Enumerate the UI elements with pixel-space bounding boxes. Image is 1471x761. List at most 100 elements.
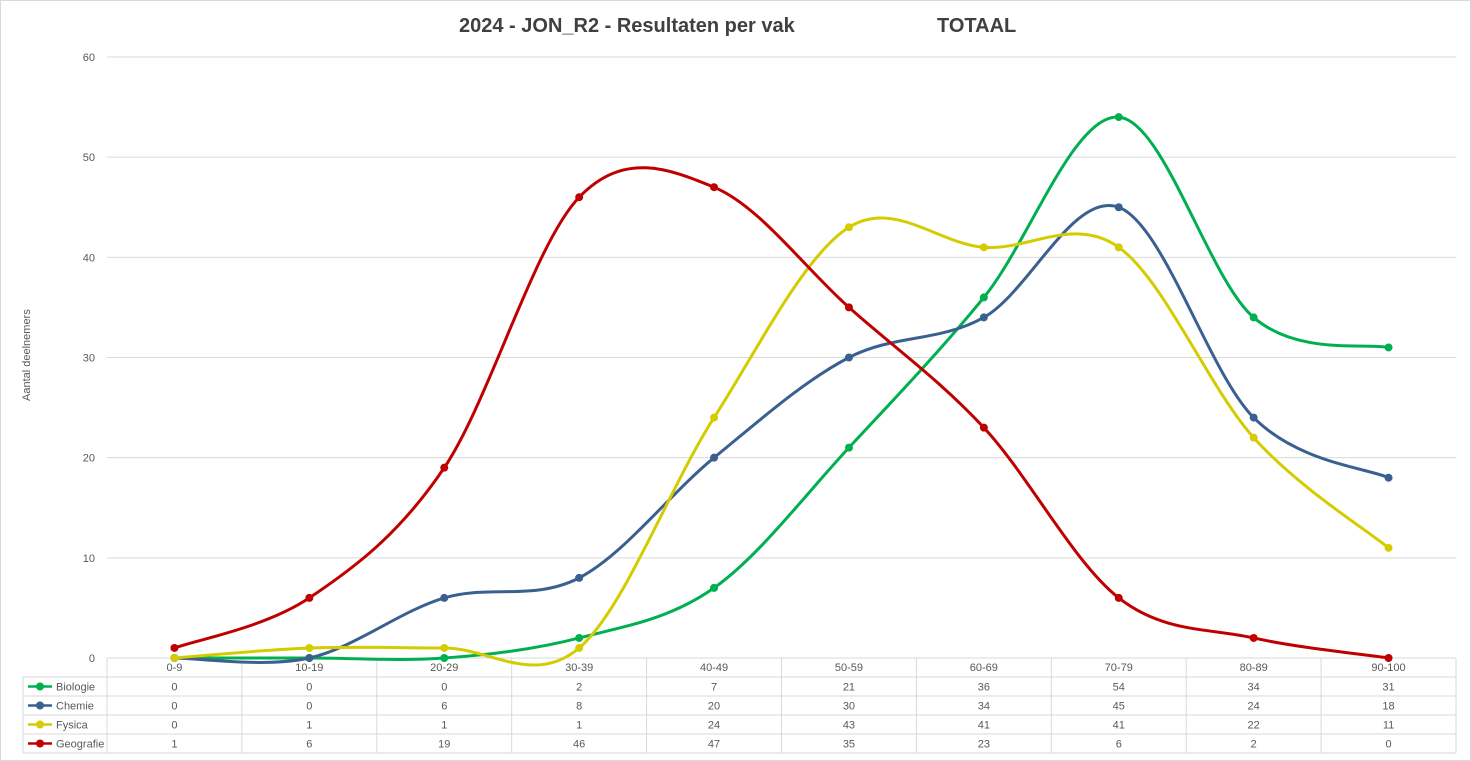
data-point [1249,633,1258,642]
y-tick-label: 10 [83,553,95,565]
data-point [575,573,584,582]
data-point [575,643,584,652]
x-tick-label: 30-39 [565,662,593,674]
data-point [844,353,853,362]
table-cell-value: 24 [1248,701,1260,713]
data-point [979,313,988,322]
table-cell-value: 36 [978,682,990,694]
table-cell-value: 18 [1382,701,1394,713]
table-cell-value: 2 [576,682,582,694]
table-cell-value: 31 [1382,682,1394,694]
data-point [1384,343,1393,352]
table-cell-value: 54 [1113,682,1125,694]
legend-label: Fysica [56,720,89,732]
series-line [172,216,1391,667]
data-point [710,183,719,192]
table-cell-value: 8 [576,701,582,713]
table-cell-value: 2 [1251,739,1257,751]
table-cell-value: 21 [843,682,855,694]
table-cell-value: 1 [171,739,177,751]
legend-label: Biologie [56,682,95,694]
data-point [710,453,719,462]
data-point [440,654,449,662]
data-point [575,193,584,202]
x-tick-label: 60-69 [970,662,998,674]
data-point [710,583,719,592]
y-tick-label: 50 [83,152,95,164]
table-cell-value: 0 [441,682,447,694]
table-cell-value: 11 [1383,720,1394,732]
data-point [1384,654,1393,662]
data-point [305,654,314,662]
legend-key-marker [36,739,44,748]
data-point [305,643,314,652]
table-cell-value: 1 [441,720,447,732]
data-point [170,654,179,662]
chart-title-text: 2024 - JON_R2 - Resultaten per vak [459,15,795,37]
data-point [1249,433,1258,442]
data-point [1114,243,1123,252]
legend-label: Chemie [56,701,94,713]
table-cell-value: 6 [1116,739,1122,751]
table-cell-value: 23 [978,739,990,751]
data-point [844,223,853,232]
table-cell-value: 41 [978,720,990,732]
table-cell-value: 1 [576,720,582,732]
table-cell-value: 0 [1385,739,1391,751]
legend-label: Geografie [56,739,104,751]
table-cell-value: 46 [573,739,585,751]
data-point [170,643,179,652]
y-tick-label: 30 [83,353,95,365]
legend-key-marker [36,701,44,710]
data-point [440,593,449,602]
series-line [172,203,1391,664]
data-point [1384,473,1393,482]
table-cell-value: 19 [438,739,450,751]
table-cell-value: 35 [843,739,855,751]
table-cell-value: 34 [1248,682,1260,694]
x-tick-label: 80-89 [1240,662,1268,674]
table-cell-value: 7 [711,682,717,694]
table-cell-value: 30 [843,701,855,713]
table-cell-value: 24 [708,720,720,732]
data-point [710,413,719,422]
y-tick-label: 60 [83,52,95,64]
x-tick-label: 0-9 [166,662,182,674]
series-line [172,115,1391,661]
chart-title: 2024 - JON_R2 - Resultaten per vak TOTAA… [0,15,1471,43]
table-cell-value: 1 [306,720,312,732]
x-tick-label: 10-19 [295,662,323,674]
legend-key-marker [36,720,44,729]
x-tick-label: 90-100 [1371,662,1405,674]
data-point [575,633,584,642]
x-tick-label: 40-49 [700,662,728,674]
table-cell-value: 0 [171,701,177,713]
table-cell-value: 6 [306,739,312,751]
x-tick-label: 20-29 [430,662,458,674]
data-point [1114,593,1123,602]
data-point [1114,113,1123,122]
data-point [844,443,853,452]
table-cell-value: 0 [306,682,312,694]
y-tick-label: 20 [83,453,95,465]
table-cell-value: 20 [708,701,720,713]
table-cell-value: 45 [1113,701,1125,713]
data-point [440,643,449,652]
series-line [172,166,1391,660]
data-point [440,463,449,472]
data-point [979,293,988,302]
table-cell-value: 47 [708,739,720,751]
chart-subtitle: TOTAAL [937,15,1017,37]
data-point [1249,413,1258,422]
table-cell-value: 6 [441,701,447,713]
table-cell-value: 41 [1113,720,1125,732]
x-tick-label: 70-79 [1105,662,1133,674]
data-point [979,243,988,252]
table-cell-value: 34 [978,701,990,713]
y-tick-label: 0 [89,653,95,665]
data-point [979,423,988,432]
x-tick-label: 50-59 [835,662,863,674]
data-point [1249,313,1258,322]
data-point [305,593,314,602]
